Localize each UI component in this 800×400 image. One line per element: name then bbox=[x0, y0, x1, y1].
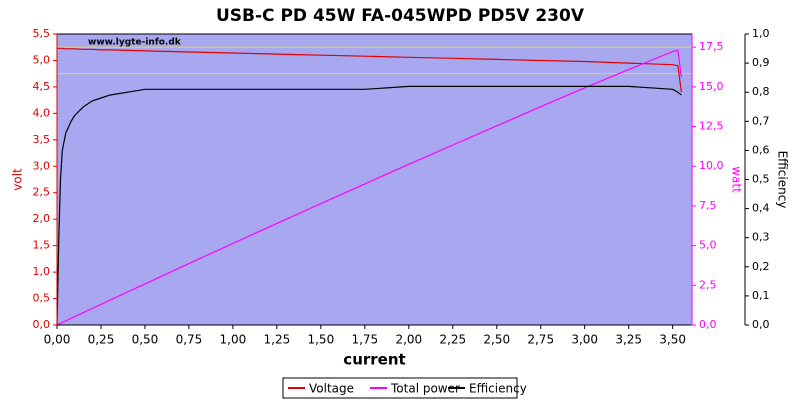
series-line bbox=[56, 85, 682, 326]
y-tick-label: 0,4 bbox=[752, 202, 770, 215]
x-tick-label: 1,25 bbox=[264, 333, 291, 347]
y-tick-label: 0,2 bbox=[752, 260, 770, 273]
y-tick-label: 0,3 bbox=[752, 231, 770, 244]
x-tick-label: 0,50 bbox=[132, 333, 159, 347]
x-tick-label: 2,50 bbox=[483, 333, 510, 347]
y-tick-label: 0,5 bbox=[33, 292, 51, 305]
x-tick-label: 0,75 bbox=[176, 333, 203, 347]
y-tick-label: 0,1 bbox=[752, 289, 770, 302]
x-tick-label: 1,50 bbox=[307, 333, 334, 347]
y-tick-label: 1,0 bbox=[33, 265, 51, 278]
x-tick-label: 0,25 bbox=[88, 333, 115, 347]
y-tick-label: 5,5 bbox=[33, 27, 51, 40]
x-tick-label: 1,75 bbox=[351, 333, 378, 347]
y-tick-label: 2,0 bbox=[33, 212, 51, 225]
legend-box bbox=[282, 377, 518, 399]
y-tick-label: 17,5 bbox=[699, 40, 724, 53]
y-tick-label: 0,0 bbox=[699, 318, 717, 331]
legend: Voltage Total power Efficiency bbox=[282, 377, 527, 399]
y-tick-label: 0,9 bbox=[752, 56, 770, 69]
y3-axis-label: Efficiency bbox=[776, 151, 790, 209]
y-tick-label: 4,0 bbox=[33, 106, 51, 119]
y-tick-label: 2,5 bbox=[699, 278, 717, 291]
x-tick-label: 2,00 bbox=[395, 333, 422, 347]
x-tick-label: 2,25 bbox=[439, 333, 466, 347]
y-tick-label: 3,0 bbox=[33, 159, 51, 172]
x-tick-label: 1,00 bbox=[220, 333, 247, 347]
series-line bbox=[57, 47, 682, 93]
legend-label: Total power bbox=[390, 382, 460, 396]
y2-axis-label: watt bbox=[730, 166, 744, 193]
legend-label: Voltage bbox=[309, 382, 354, 396]
y-tick-label: 4,5 bbox=[33, 80, 51, 93]
y-tick-label: 0,7 bbox=[752, 114, 770, 127]
y-tick-label: 2,5 bbox=[33, 186, 51, 199]
y-tick-label: 1,0 bbox=[752, 27, 770, 40]
y-tick-label: 0,0 bbox=[33, 318, 51, 331]
y-tick-label: 12,5 bbox=[699, 120, 724, 133]
y-tick-label: 1,5 bbox=[33, 239, 51, 252]
x-tick-label: 3,25 bbox=[615, 333, 642, 347]
y-axis-label: volt bbox=[11, 168, 25, 191]
x-tick-label: 3,50 bbox=[659, 333, 686, 347]
series-line bbox=[56, 49, 682, 326]
chart-title: USB-C PD 45W FA-045WPD PD5V 230V bbox=[216, 6, 585, 26]
x-tick-label: 0,00 bbox=[44, 333, 71, 347]
x-tick-label: 3,00 bbox=[571, 333, 598, 347]
y-tick-label: 7,5 bbox=[699, 199, 717, 212]
y-tick-label: 5,0 bbox=[699, 239, 717, 252]
y-tick-label: 3,5 bbox=[33, 133, 51, 146]
x-tick-label: 2,75 bbox=[527, 333, 554, 347]
y-tick-label: 15,0 bbox=[699, 80, 724, 93]
y-tick-label: 0,0 bbox=[752, 318, 770, 331]
y-tick-label: 0,8 bbox=[752, 85, 770, 98]
legend-label: Efficiency bbox=[469, 382, 527, 396]
y-tick-label: 0,6 bbox=[752, 143, 770, 156]
watermark: www.lygte-info.dk bbox=[88, 38, 182, 48]
y-tick-label: 0,5 bbox=[752, 173, 770, 186]
y-tick-label: 5,0 bbox=[33, 53, 51, 66]
x-axis-label: current bbox=[343, 351, 405, 369]
y-tick-label: 10,0 bbox=[699, 159, 724, 172]
